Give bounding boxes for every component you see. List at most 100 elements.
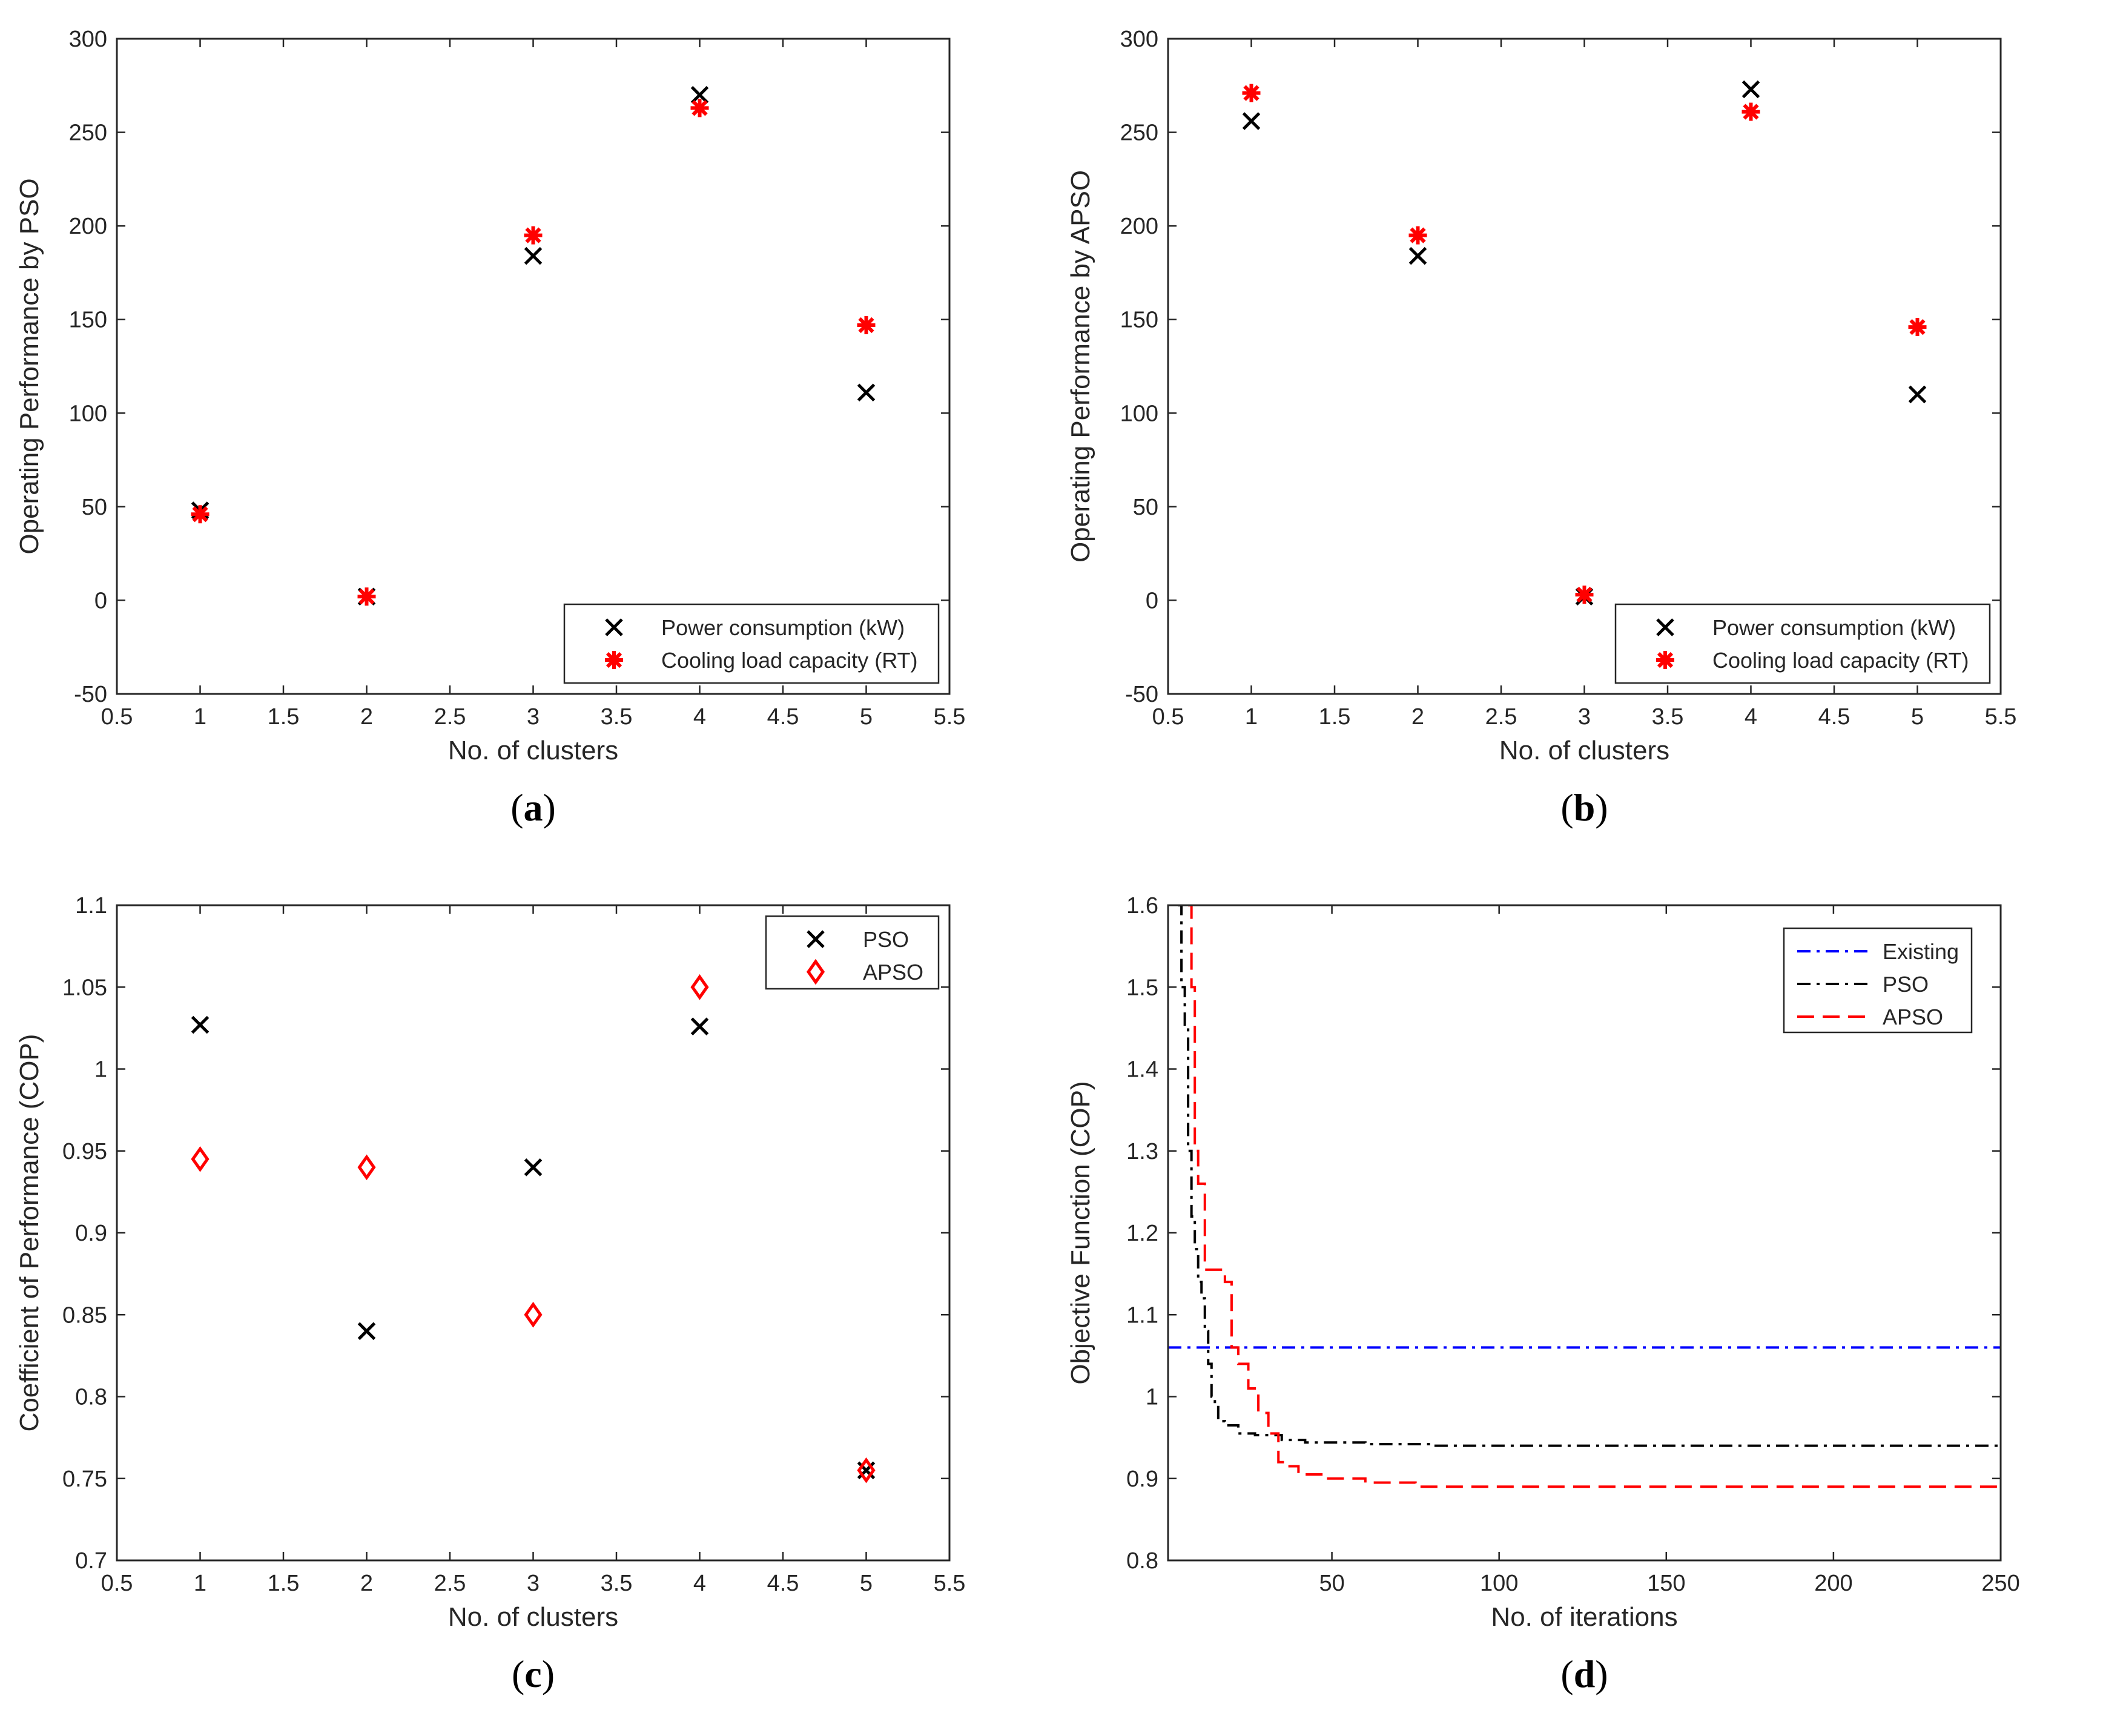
data-point-asterisk xyxy=(1408,226,1427,245)
y-tick-label: 100 xyxy=(69,401,107,426)
y-tick-label: 300 xyxy=(69,27,107,52)
y-tick-label: 50 xyxy=(1133,495,1158,520)
y-axis-label: Operating Performance by PSO xyxy=(15,178,44,554)
legend: Power consumption (kW) Cooling load capac… xyxy=(1614,603,1991,684)
x-axis-label: No. of clusters xyxy=(448,1602,618,1632)
x-tick-label: 4.5 xyxy=(1818,704,1850,730)
y-axis-label: Operating Performance by APSO xyxy=(1066,170,1095,563)
y-tick-label: 1.1 xyxy=(1126,1302,1158,1328)
x-axis-label: No. of iterations xyxy=(1491,1602,1677,1632)
x-tick-label: 150 xyxy=(1647,1571,1685,1596)
y-tick-label: 0.9 xyxy=(75,1221,107,1246)
x-tick-label: 100 xyxy=(1480,1571,1518,1596)
x-tick-label: 1.5 xyxy=(268,704,300,730)
panel-a: 0.5 1 1.5 2 2.5 3 3.5 4 4.5 5 5.5 -50 0 50 100 150 200 25… xyxy=(0,0,1051,866)
x-tick-label: 5.5 xyxy=(1985,704,2017,730)
legend-label: APSO xyxy=(1883,1005,1943,1029)
y-tick-label: 200 xyxy=(1120,214,1158,239)
x-tick-label: 50 xyxy=(1319,1571,1344,1596)
data-point-x xyxy=(524,1158,543,1177)
x-tick-label: 3 xyxy=(527,704,540,730)
y-tick-label: 150 xyxy=(1120,308,1158,333)
legend-marker-x xyxy=(807,930,825,948)
legend-box xyxy=(563,603,940,684)
chart-a-plot: 0.5 1 1.5 2 2.5 3 3.5 4 4.5 5 5.5 -50 0 50 100 150 200 25… xyxy=(15,27,965,829)
data-point-asterisk xyxy=(1908,318,1927,337)
data-point-asterisk xyxy=(524,226,543,245)
panel-d: 50 100 150 200 250 0.8 0.9 1 1.1 1.2 1.3 1.4 1.5 1.6 N… xyxy=(1051,866,2103,1733)
x-tick-label: 2.5 xyxy=(434,1571,466,1596)
y-tick-label: 1.2 xyxy=(1126,1221,1158,1246)
x-tick-label: 0.5 xyxy=(101,704,133,730)
chart-c-plot: 0.5 1 1.5 2 2.5 3 3.5 4 4.5 5 5.5 0.7 0.75 0.8 0.85 0.9… xyxy=(15,893,966,1695)
x-tick-label: 4.5 xyxy=(767,704,799,730)
y-tick-label: 0.7 xyxy=(75,1548,107,1574)
legend-box xyxy=(1614,603,1991,684)
data-point-asterisk xyxy=(1575,586,1594,604)
y-tick-label: 1.3 xyxy=(1126,1139,1158,1164)
y-tick-label: 300 xyxy=(1120,27,1158,52)
series-layer xyxy=(191,974,876,1484)
y-tick-label: 1.4 xyxy=(1126,1057,1158,1083)
y-tick-label: 0.95 xyxy=(62,1139,107,1164)
data-point-diamond xyxy=(690,974,709,1000)
y-tick-label: 250 xyxy=(69,120,107,146)
y-tick-label: 1.05 xyxy=(62,975,107,1000)
panel-label: (d) xyxy=(1560,1652,1608,1695)
legend-marker-x xyxy=(605,618,623,636)
x-tick-label: 1 xyxy=(194,704,206,730)
data-point-x xyxy=(690,85,709,104)
x-tick-label: 4 xyxy=(693,1571,706,1596)
x-tick-label: 1 xyxy=(194,1571,206,1596)
data-point-asterisk xyxy=(690,99,709,117)
y-tick-label: 0.8 xyxy=(1126,1548,1158,1574)
y-tick-label: 1 xyxy=(94,1057,107,1083)
data-point-x xyxy=(1242,112,1261,130)
x-tick-label: 250 xyxy=(1981,1571,2019,1596)
y-tick-label: 1.5 xyxy=(1126,975,1158,1000)
legend-label: PSO xyxy=(1883,972,1929,997)
legend-label: Existing xyxy=(1883,939,1959,964)
x-tick-label: 2 xyxy=(1411,704,1424,730)
x-tick-label: 5 xyxy=(1911,704,1924,730)
legend-marker-asterisk xyxy=(605,651,623,669)
y-tick-label: 0 xyxy=(1146,588,1158,613)
plot-area xyxy=(117,905,949,1560)
x-tick-label: 1.5 xyxy=(268,1571,300,1596)
y-tick-label: 100 xyxy=(1120,401,1158,426)
x-tick-label: 1.5 xyxy=(1319,704,1351,730)
x-tick-label: 2 xyxy=(360,704,373,730)
legend-label: Power consumption (kW) xyxy=(661,615,905,640)
legend-box xyxy=(765,915,940,990)
y-tick-label: 0.75 xyxy=(62,1467,107,1492)
y-axis-label: Coefficient of Performance (COP) xyxy=(15,1034,44,1432)
legend: Existing PSO APSO xyxy=(1783,927,1973,1034)
data-point-diamond xyxy=(191,1146,210,1172)
y-tick-label: 250 xyxy=(1120,120,1158,146)
legend-label: PSO xyxy=(863,927,909,952)
legend-label: Power consumption (kW) xyxy=(1712,615,1956,640)
y-tick-label: 0 xyxy=(94,588,107,613)
x-tick-label: 2.5 xyxy=(434,704,466,730)
x-tick-label: 0.5 xyxy=(101,1571,133,1596)
y-tick-label: 200 xyxy=(69,214,107,239)
y-tick-label: -50 xyxy=(1125,682,1158,707)
x-tick-label: 5.5 xyxy=(934,1571,966,1596)
data-point-asterisk xyxy=(857,315,876,334)
data-point-x xyxy=(690,1017,709,1035)
data-point-diamond xyxy=(357,1154,376,1181)
x-tick-label: 4.5 xyxy=(767,1571,799,1596)
legend-box xyxy=(1783,927,1973,1034)
x-tick-label: 3.5 xyxy=(1652,704,1684,730)
axes-box xyxy=(116,904,951,1562)
y-tick-label: 150 xyxy=(69,308,107,333)
series-layer xyxy=(1242,80,1927,606)
y-tick-label: 1.1 xyxy=(75,893,107,919)
panel-label: (a) xyxy=(510,786,556,829)
axes-box xyxy=(116,38,951,695)
data-point-diamond xyxy=(524,1301,543,1328)
y-tick-label: 0.85 xyxy=(62,1302,107,1328)
chart-d-plot: 50 100 150 200 250 0.8 0.9 1 1.1 1.2 1.3 1.4 1.5 1.6 N… xyxy=(1066,893,2020,1695)
y-tick-label: 0.8 xyxy=(75,1385,107,1410)
y-tick-label: 50 xyxy=(82,495,107,520)
